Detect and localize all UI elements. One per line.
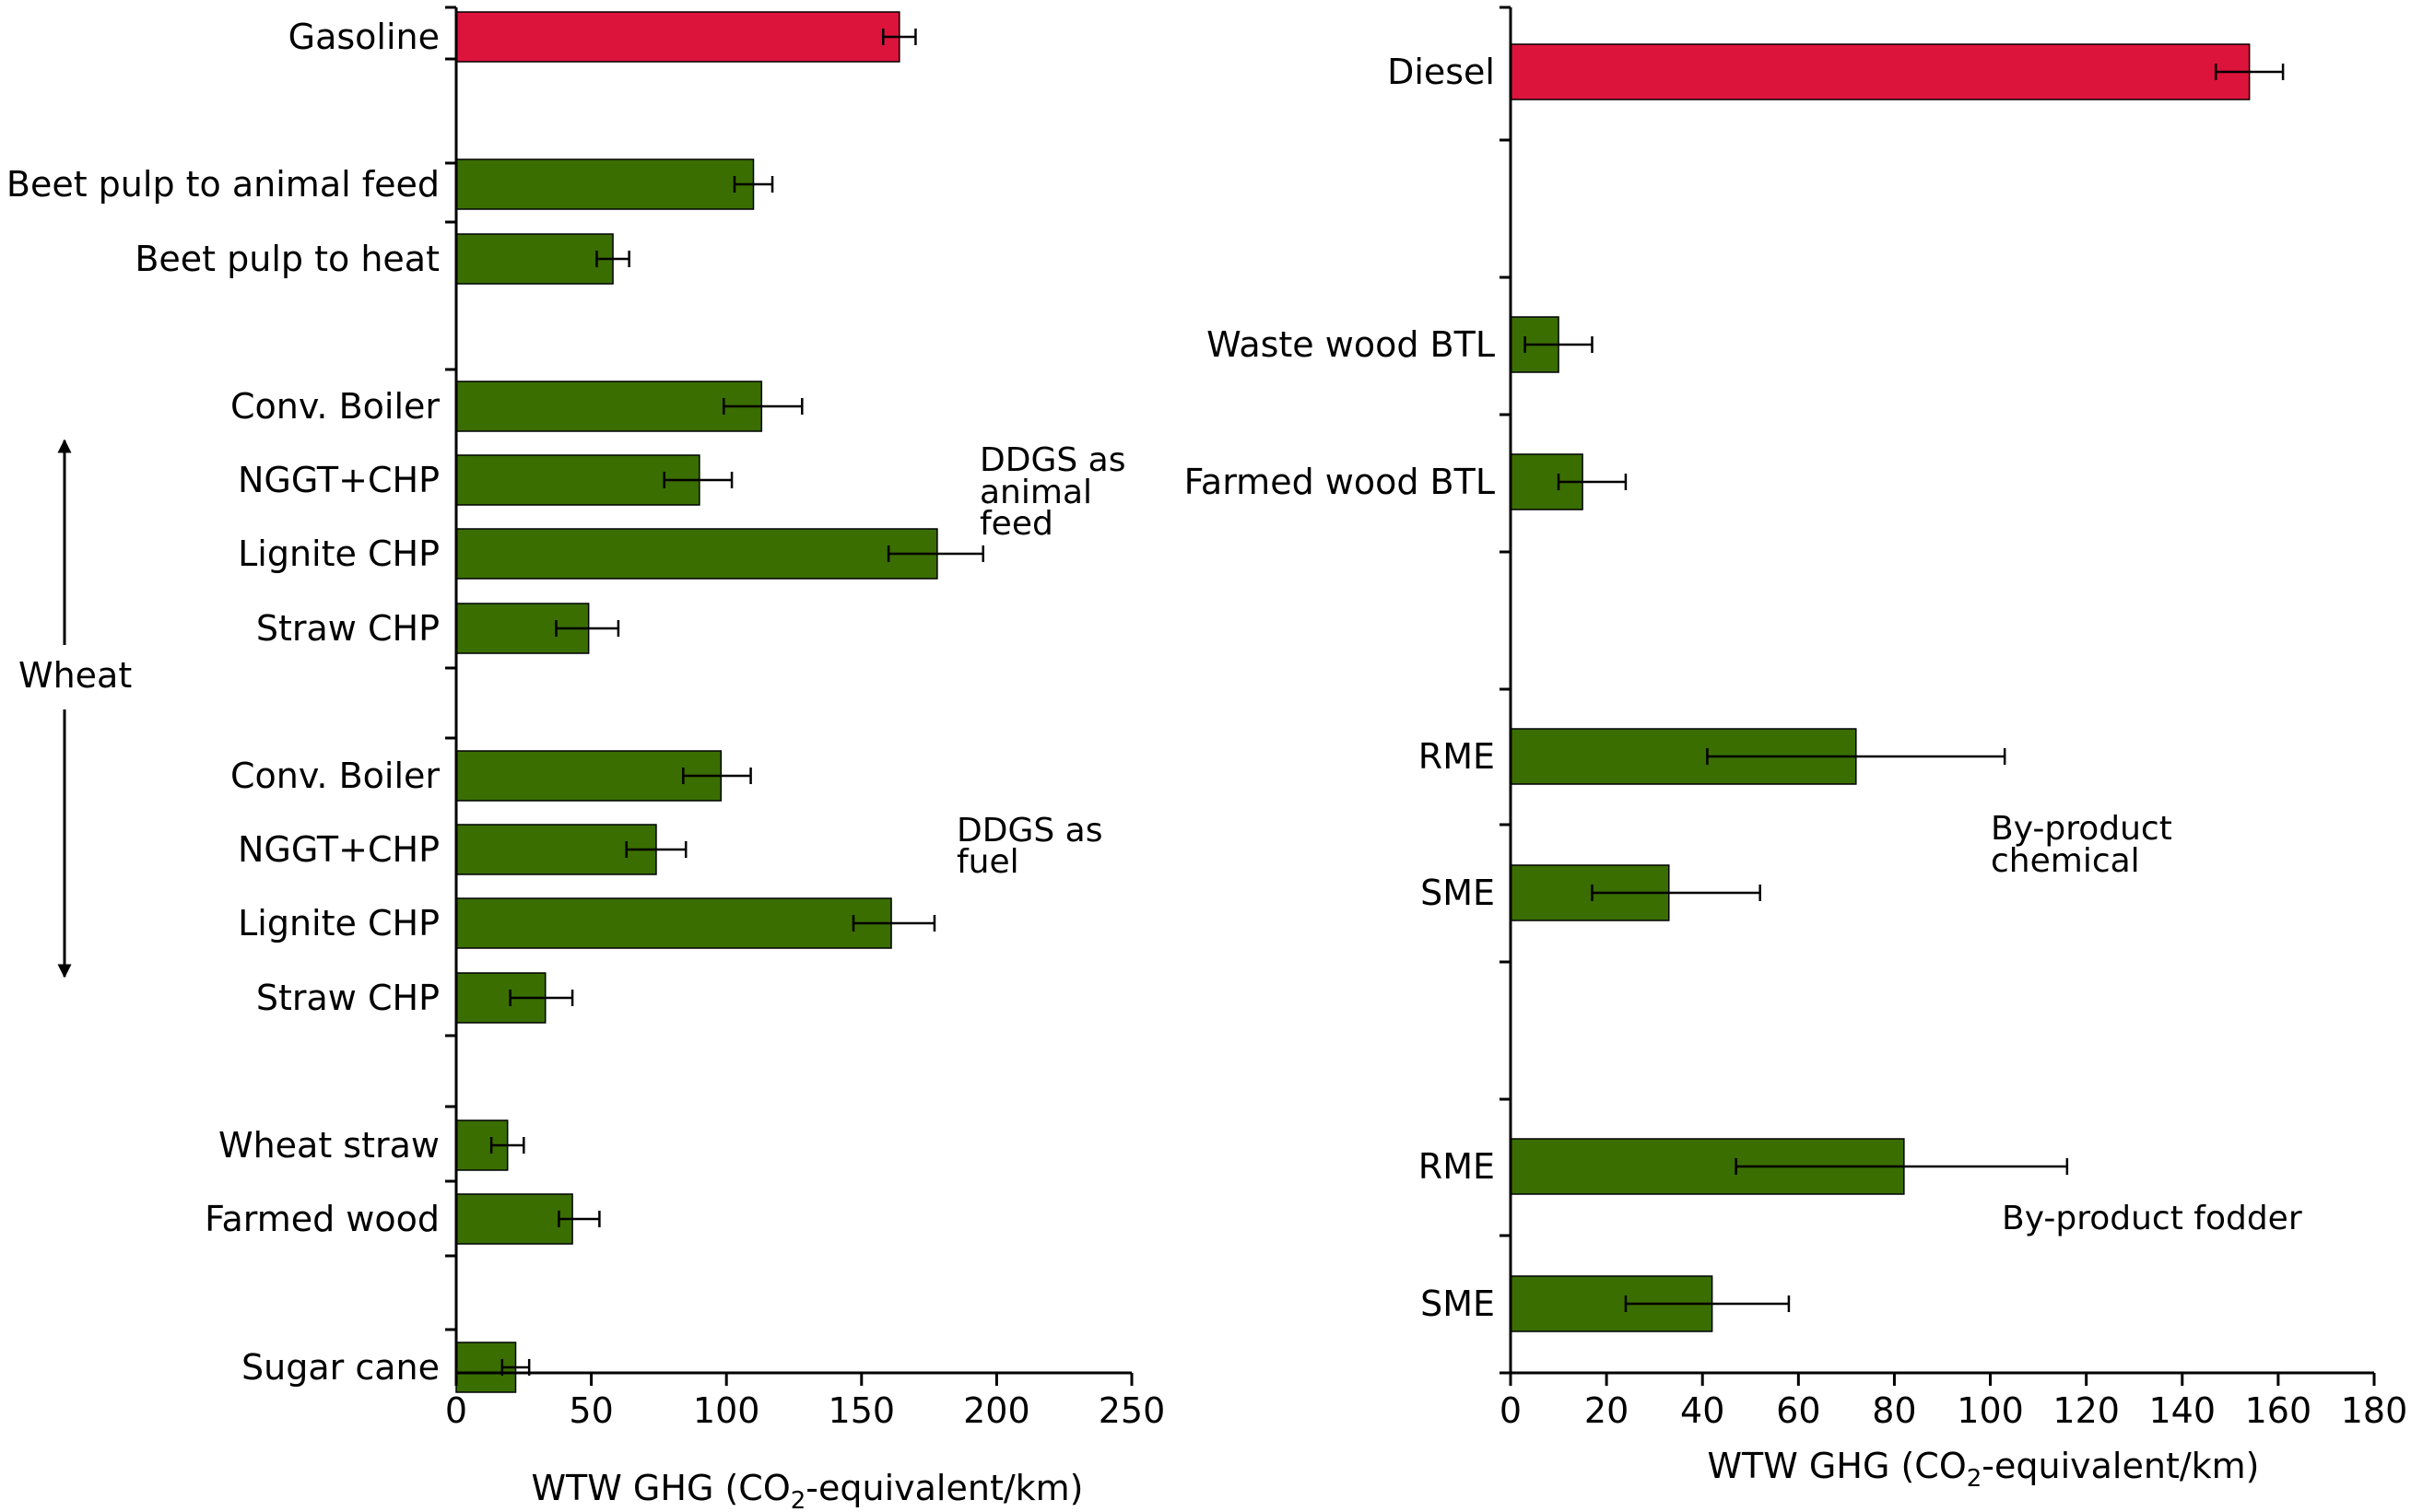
annotation-ddgs-animal-feed-line-3: feed — [980, 505, 1053, 543]
error-bar-waste-wood-btl-1 — [1523, 336, 1594, 353]
error-bar-sme-6 — [1624, 1295, 1791, 1312]
error-bar-wheat-straw-11 — [489, 1137, 525, 1154]
annotation-ddgs-fuel-line-2: fuel — [957, 843, 1019, 881]
right-bars — [1510, 43, 2251, 1332]
row-label-beet-pulp-to-heat-2: Beet pulp to heat — [135, 239, 440, 279]
annotation-ddgs-animal-feed-line-2: animal — [980, 474, 1092, 511]
bar-lignite-chp-5 — [455, 528, 938, 580]
row-label-conv-boiler-3: Conv. Boiler — [230, 386, 440, 427]
error-bar-conv-boiler-7 — [682, 768, 752, 784]
row-label-farmed-wood-12: Farmed wood — [205, 1199, 440, 1239]
x-tick-label-40: 40 — [1680, 1390, 1724, 1431]
error-bar-nggt-chp-4 — [663, 472, 734, 488]
annotation-by-product-chemical-line-1: By-product — [1991, 810, 2172, 848]
x-tick-label-100: 100 — [1957, 1390, 2024, 1431]
left-x-axis-label: WTW GHG (CO2-equivalent/km) — [531, 1468, 1083, 1512]
bar-nggt-chp-4 — [455, 454, 700, 506]
row-label-rme-3: RME — [1418, 736, 1495, 777]
left-y-ticks — [445, 6, 456, 1331]
row-label-straw-chp-10: Straw CHP — [256, 978, 440, 1018]
x-tick-label-150: 150 — [829, 1390, 896, 1431]
row-label-gasoline-0: Gasoline — [288, 17, 440, 57]
row-label-sme-6: SME — [1420, 1283, 1495, 1324]
x-tick-label-200: 200 — [963, 1390, 1030, 1431]
annotation-ddgs-fuel-line-1: DDGS as — [957, 812, 1102, 850]
left-bars — [455, 11, 938, 1393]
right-row-labels: Diesel Waste wood BTL Farmed wood BTL RME SM… — [1184, 52, 1495, 1324]
bar-farmed-wood-12 — [455, 1193, 573, 1245]
wheat-group-label: Wheat — [18, 655, 132, 696]
x-tick-label-160: 160 — [2245, 1390, 2312, 1431]
row-label-nggt-chp-4: NGGT+CHP — [238, 460, 440, 500]
row-label-sugar-cane-13: Sugar cane — [241, 1347, 440, 1388]
row-label-conv-boiler-7: Conv. Boiler — [230, 756, 440, 796]
bar-beet-pulp-to-animal-feed-1 — [455, 158, 755, 210]
error-bar-gasoline-0 — [882, 29, 917, 45]
row-label-lignite-chp-9: Lignite CHP — [238, 903, 440, 944]
annotation-by-product-fodder: By-product fodder — [2002, 1200, 2302, 1237]
error-bar-lignite-chp-9 — [852, 915, 936, 932]
x-tick-label-0: 0 — [1500, 1390, 1522, 1431]
row-label-diesel-0: Diesel — [1387, 52, 1495, 92]
error-bar-conv-boiler-3 — [723, 398, 804, 415]
bar-nggt-chp-8 — [455, 824, 657, 875]
row-label-waste-wood-btl-1: Waste wood BTL — [1206, 324, 1495, 365]
x-tick-label-0: 0 — [445, 1390, 467, 1431]
right-x-ticks: 0 20 40 60 80 100 120 140 160 180 — [1500, 1373, 2407, 1431]
error-bar-straw-chp-10 — [509, 990, 574, 1006]
row-label-straw-chp-6: Straw CHP — [256, 608, 440, 649]
x-tick-label-80: 80 — [1872, 1390, 1916, 1431]
x-tick-label-180: 180 — [2341, 1390, 2408, 1431]
row-label-nggt-chp-8: NGGT+CHP — [238, 829, 440, 870]
annotation-by-product-chemical-line-2: chemical — [1991, 842, 2140, 880]
row-label-rme-5: RME — [1418, 1146, 1495, 1187]
row-label-farmed-wood-btl-2: Farmed wood BTL — [1184, 462, 1495, 502]
x-tick-label-250: 250 — [1099, 1390, 1166, 1431]
row-label-wheat-straw-11: Wheat straw — [218, 1125, 440, 1166]
error-bar-nggt-chp-8 — [625, 841, 688, 858]
right-y-ticks — [1500, 6, 1511, 1375]
right-x-axis-label: WTW GHG (CO2-equivalent/km) — [1707, 1446, 2259, 1493]
row-label-sme-4: SME — [1420, 873, 1495, 913]
left-chart: Gasoline Beet pulp to animal feed Beet pul… — [6, 6, 1165, 1512]
annotation-ddgs-animal-feed-line-1: DDGS as — [980, 441, 1125, 479]
error-bar-lignite-chp-5 — [887, 545, 984, 562]
error-bar-beet-pulp-to-heat-2 — [595, 251, 630, 267]
bar-diesel-0 — [1510, 43, 2251, 100]
row-label-beet-pulp-to-animal-feed-1: Beet pulp to animal feed — [6, 164, 440, 205]
right-error-bars — [1523, 64, 2285, 1312]
error-bar-farmed-wood-btl-2 — [1557, 474, 1628, 490]
x-tick-label-50: 50 — [569, 1390, 613, 1431]
x-tick-label-140: 140 — [2149, 1390, 2217, 1431]
bar-beet-pulp-to-heat-2 — [455, 233, 614, 285]
bar-gasoline-0 — [455, 11, 900, 63]
bar-conv-boiler-7 — [455, 750, 723, 802]
bar-conv-boiler-3 — [455, 381, 763, 432]
left-row-labels: Gasoline Beet pulp to animal feed Beet pul… — [6, 17, 441, 1388]
x-tick-label-60: 60 — [1776, 1390, 1820, 1431]
error-bar-rme-3 — [1706, 748, 2006, 765]
error-bar-farmed-wood-12 — [558, 1211, 601, 1227]
error-bar-rme-5 — [1735, 1158, 2069, 1175]
left-x-ticks: 0 50 100 150 200 250 — [445, 1373, 1165, 1431]
right-chart: Diesel Waste wood BTL Farmed wood BTL RME SM… — [1184, 6, 2407, 1493]
x-tick-label-100: 100 — [693, 1390, 760, 1431]
error-bar-straw-chp-6 — [555, 620, 620, 637]
x-tick-label-20: 20 — [1584, 1390, 1629, 1431]
error-bar-sme-4 — [1591, 885, 1761, 901]
x-tick-label-120: 120 — [2052, 1390, 2120, 1431]
left-error-bars — [489, 29, 984, 1376]
error-bar-diesel-0 — [2214, 64, 2285, 80]
error-bar-beet-pulp-to-animal-feed-1 — [733, 176, 774, 193]
bar-lignite-chp-9 — [455, 897, 892, 949]
row-label-lignite-chp-5: Lignite CHP — [238, 533, 440, 574]
